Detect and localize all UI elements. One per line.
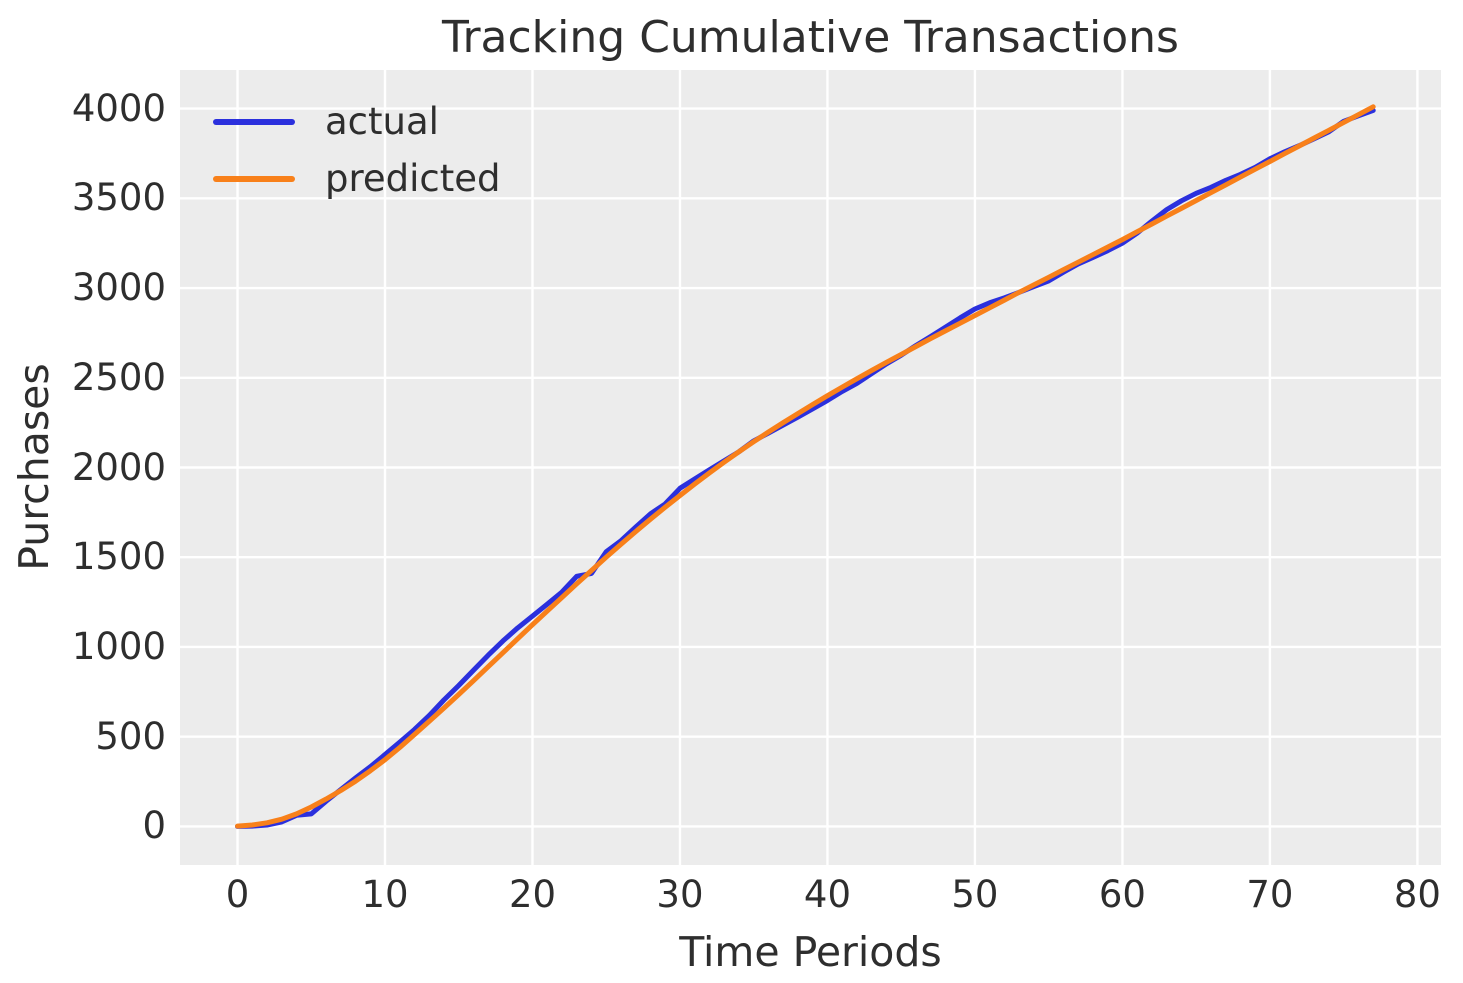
series-line-predicted: [235, 104, 1376, 829]
y-tick-label: 3500: [71, 176, 166, 220]
x-tick-label: 70: [1246, 873, 1294, 916]
x-tick-label: 0: [225, 873, 250, 916]
x-tick-label: 60: [1098, 873, 1146, 916]
legend-label-predicted: predicted: [325, 157, 501, 200]
y-tick-label: 2000: [71, 445, 166, 489]
legend-item-actual: actual: [213, 93, 501, 150]
legend-label-actual: actual: [325, 100, 439, 143]
x-tick-label: 80: [1393, 873, 1441, 916]
legend-item-predicted: predicted: [213, 150, 501, 207]
x-tick-label: 40: [803, 873, 851, 916]
x-tick-label: 20: [508, 873, 557, 916]
y-tick-label: 1000: [71, 624, 166, 668]
chart-title: Tracking Cumulative Transactions: [442, 12, 1179, 63]
series-line-actual: [235, 107, 1376, 829]
legend-swatch-predicted-icon: [213, 175, 295, 182]
x-tick-label: 30: [656, 873, 704, 916]
y-tick-label: 500: [95, 714, 166, 758]
legend-swatch-actual-icon: [213, 118, 295, 125]
x-axis-label: Time Periods: [679, 928, 942, 976]
y-tick-label: 3000: [71, 266, 166, 310]
y-tick-label: 2500: [71, 355, 166, 399]
x-tick-label: 50: [951, 873, 999, 916]
y-tick-label: 0: [142, 804, 166, 848]
x-tick-label: 10: [361, 873, 409, 916]
y-tick-label: 1500: [71, 535, 166, 579]
legend: actual predicted: [213, 93, 501, 207]
y-tick-label: 4000: [71, 86, 166, 130]
